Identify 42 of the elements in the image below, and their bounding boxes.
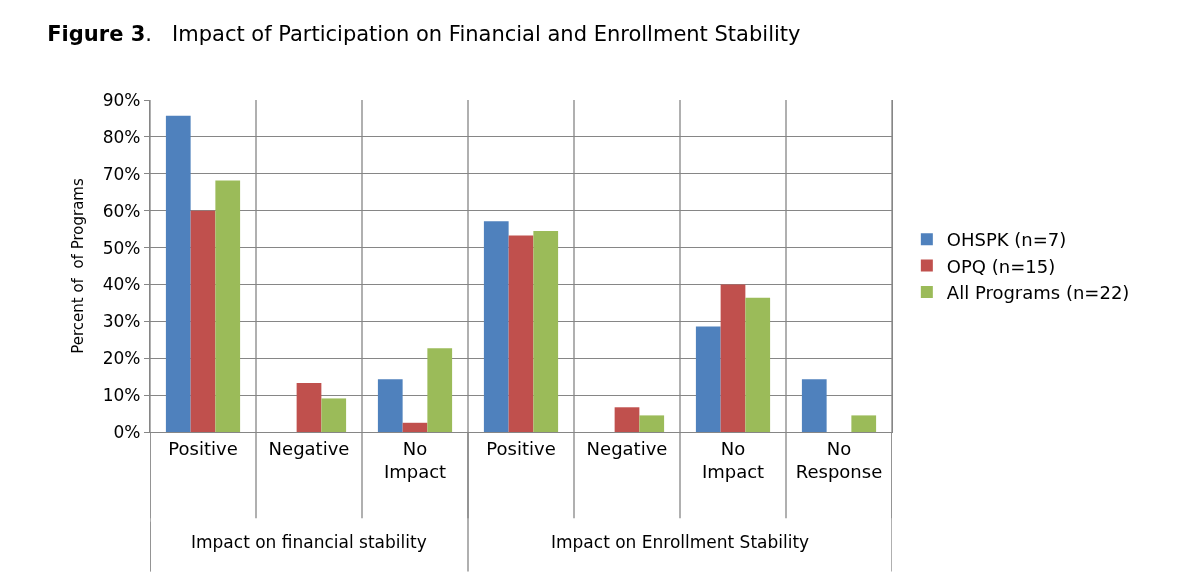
legend-label: All Programs (n=22) [946,282,1130,304]
bar [377,379,403,432]
chart-title: Figure 3. Impact of Participation on Financial and Enrollment Stability [47,21,801,46]
y-tick-label: 60% [102,200,141,221]
bar [639,415,665,432]
y-tick-label: 10% [102,385,141,406]
text: Impact on financial stability [191,532,427,552]
x-tick-label: Positive [486,437,556,459]
bar [190,210,216,432]
bar [745,297,771,432]
y-tick-label: 0% [113,421,141,442]
bar [533,230,559,432]
legend-label: OHSPK (n=7) [946,229,1067,251]
bar [296,382,322,432]
bar [402,422,428,432]
bar [614,407,640,432]
x-tick-label: Positive [168,437,238,459]
y-tick-label: 70% [102,163,141,184]
bar [483,221,509,432]
x-tick-label: No Response [795,437,883,483]
y-tick-label: 30% [102,311,141,332]
bar [801,379,827,432]
y-tick-label: 80% [102,126,141,147]
legend-label: OPQ (n=15) [946,255,1056,277]
y-tick-label: 20% [102,348,141,369]
y-tick-label: 50% [102,237,141,258]
bar [508,235,534,432]
bar [720,284,746,432]
bar [321,398,347,432]
x-tick-label: Negative [586,437,668,459]
y-tick-label: 40% [102,274,141,295]
x-tick-label: Negative [268,437,350,459]
y-tick-label: 90% [102,89,141,110]
bar [695,326,721,432]
y-axis-title: Percent of of Programs [68,178,87,354]
x-tick-label: No Impact [383,437,447,483]
bar [215,180,241,432]
text: Impact on Enrollment Stability [551,532,810,552]
bar [165,115,191,432]
x-tick-label: No Impact [701,437,765,483]
bar [851,415,877,432]
bar [427,348,453,432]
